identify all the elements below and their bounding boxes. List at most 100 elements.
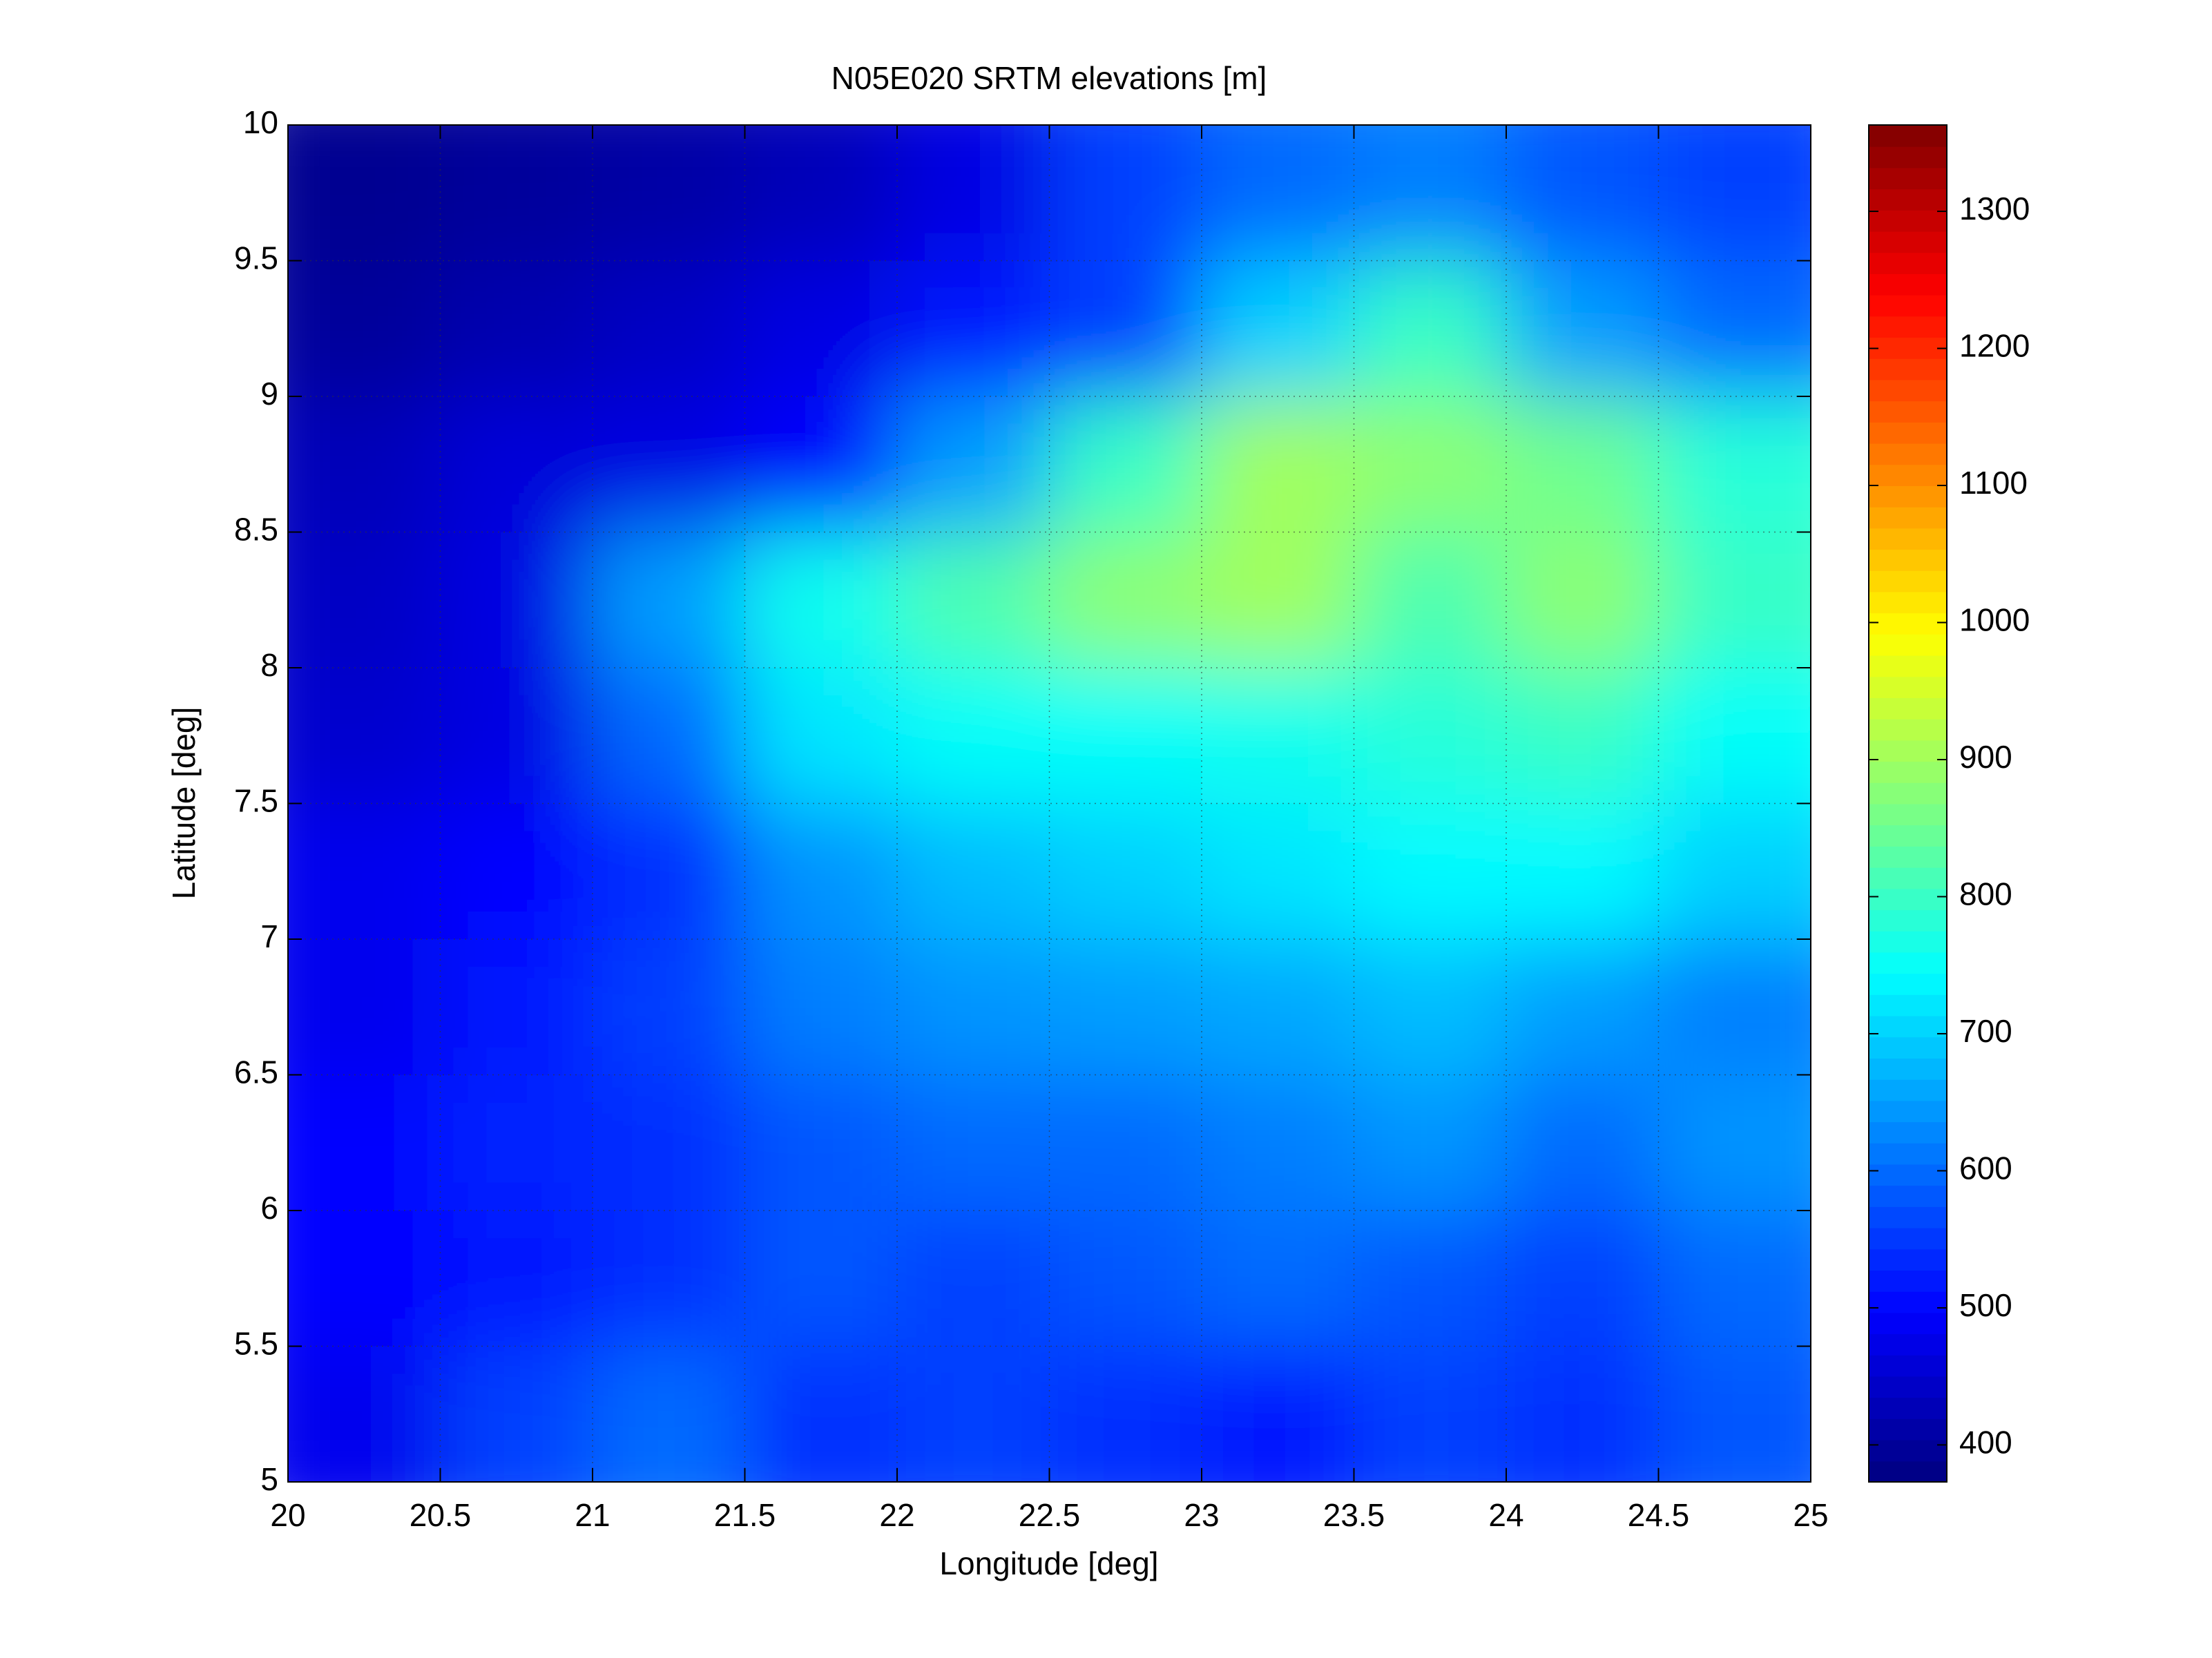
x-tick-label: 23.5 [1323, 1497, 1385, 1533]
y-tick-label: 9 [260, 376, 278, 412]
cell [897, 803, 1050, 940]
cell [1658, 125, 1811, 262]
colorbar-tick-label: 600 [1959, 1150, 2012, 1186]
chart-title: N05E020 SRTM elevations [m] [831, 60, 1267, 96]
cell [1658, 939, 1811, 1076]
colorbar-tick-label: 800 [1959, 876, 2012, 912]
cell [1506, 1211, 1660, 1347]
cell [288, 260, 441, 397]
colorbar-swatch [1869, 1461, 1947, 1483]
colorbar-tick-label: 1300 [1959, 191, 2030, 226]
colorbar-swatch [1869, 1269, 1947, 1292]
colorbar-swatch [1869, 189, 1947, 211]
cell [1202, 396, 1355, 533]
cell [1049, 125, 1202, 262]
colorbar-frame [1868, 124, 1947, 1483]
cell [1354, 125, 1507, 262]
colorbar-tick-label: 500 [1959, 1287, 2012, 1323]
x-tick-label: 22.5 [1019, 1497, 1081, 1533]
colorbar-swatch [1869, 401, 1947, 423]
cell [744, 1346, 898, 1482]
colorbar-swatch [1869, 316, 1947, 338]
cell [1354, 939, 1507, 1076]
cell [897, 939, 1050, 1076]
colorbar-swatch [1869, 655, 1947, 677]
colorbar-swatch [1869, 294, 1947, 317]
cell [440, 396, 593, 533]
colorbar-swatch [1869, 676, 1947, 698]
cell [593, 532, 746, 668]
cell [440, 1211, 593, 1347]
colorbar-swatch [1869, 209, 1947, 232]
cell [744, 260, 898, 397]
cell [1202, 532, 1355, 668]
cell [1506, 396, 1660, 533]
colorbar-swatch [1869, 146, 1947, 168]
cell [1354, 532, 1507, 668]
colorbar-swatch [1869, 337, 1947, 359]
cell [1658, 1211, 1811, 1347]
colorbar-swatch [1869, 867, 1947, 889]
colorbar-swatch [1869, 1354, 1947, 1377]
cell [440, 668, 593, 804]
colorbar-swatch [1869, 718, 1947, 741]
colorbar-swatch [1869, 930, 1947, 953]
cell [1658, 668, 1811, 804]
cell [1354, 1346, 1507, 1482]
x-tick-label: 21.5 [714, 1497, 776, 1533]
cell [1354, 260, 1507, 397]
cell [440, 803, 593, 940]
colorbar-swatch [1869, 1164, 1947, 1186]
y-tick-label: 10 [243, 104, 278, 140]
cell [1049, 803, 1202, 940]
cell [288, 803, 441, 940]
x-tick-label: 20.5 [410, 1497, 472, 1533]
colorbar-swatch [1869, 761, 1947, 783]
cell [744, 1074, 898, 1211]
cell [593, 939, 746, 1076]
cell [440, 939, 593, 1076]
y-tick-label: 8 [260, 647, 278, 683]
y-tick-label: 6.5 [234, 1054, 278, 1090]
cell [593, 260, 746, 397]
cell [288, 668, 441, 804]
cell [1202, 125, 1355, 262]
cell [1506, 803, 1660, 940]
cell [744, 1211, 898, 1347]
colorbar-swatch [1869, 1312, 1947, 1335]
colorbar-swatch [1869, 1015, 1947, 1038]
cell [288, 125, 441, 262]
cell [1049, 1346, 1202, 1482]
cell [897, 125, 1050, 262]
y-tick-label: 7.5 [234, 783, 278, 819]
cell [1658, 260, 1811, 397]
cell [744, 668, 898, 804]
y-axis-label: Latitude [deg] [166, 707, 202, 900]
colorbar-tick-label: 700 [1959, 1013, 2012, 1049]
y-tick-label: 7 [260, 918, 278, 954]
colorbar-swatch [1869, 1142, 1947, 1165]
colorbar-swatch [1869, 1291, 1947, 1313]
colorbar-swatch [1869, 888, 1947, 911]
cell [1049, 260, 1202, 397]
colorbar-swatch [1869, 1037, 1947, 1059]
cell [440, 125, 593, 262]
colorbar-swatch [1869, 1100, 1947, 1123]
cell [897, 668, 1050, 804]
cell [1202, 1211, 1355, 1347]
colorbar-swatch [1869, 1121, 1947, 1144]
colorbar-swatch [1869, 443, 1947, 465]
axes-frame [287, 124, 1811, 1483]
colorbar-swatch [1869, 825, 1947, 847]
x-axis-label: Longitude [deg] [939, 1545, 1158, 1581]
colorbar-swatch [1869, 231, 1947, 253]
x-tick-label: 24 [1488, 1497, 1523, 1533]
cell [1506, 1074, 1660, 1211]
cell [440, 260, 593, 397]
colorbar-swatch [1869, 421, 1947, 444]
colorbar-tick-label: 400 [1959, 1425, 2012, 1461]
cell [1506, 260, 1660, 397]
colorbar-swatch [1869, 1376, 1947, 1398]
colorbar-tick-label: 900 [1959, 739, 2012, 775]
cell [288, 1346, 441, 1482]
